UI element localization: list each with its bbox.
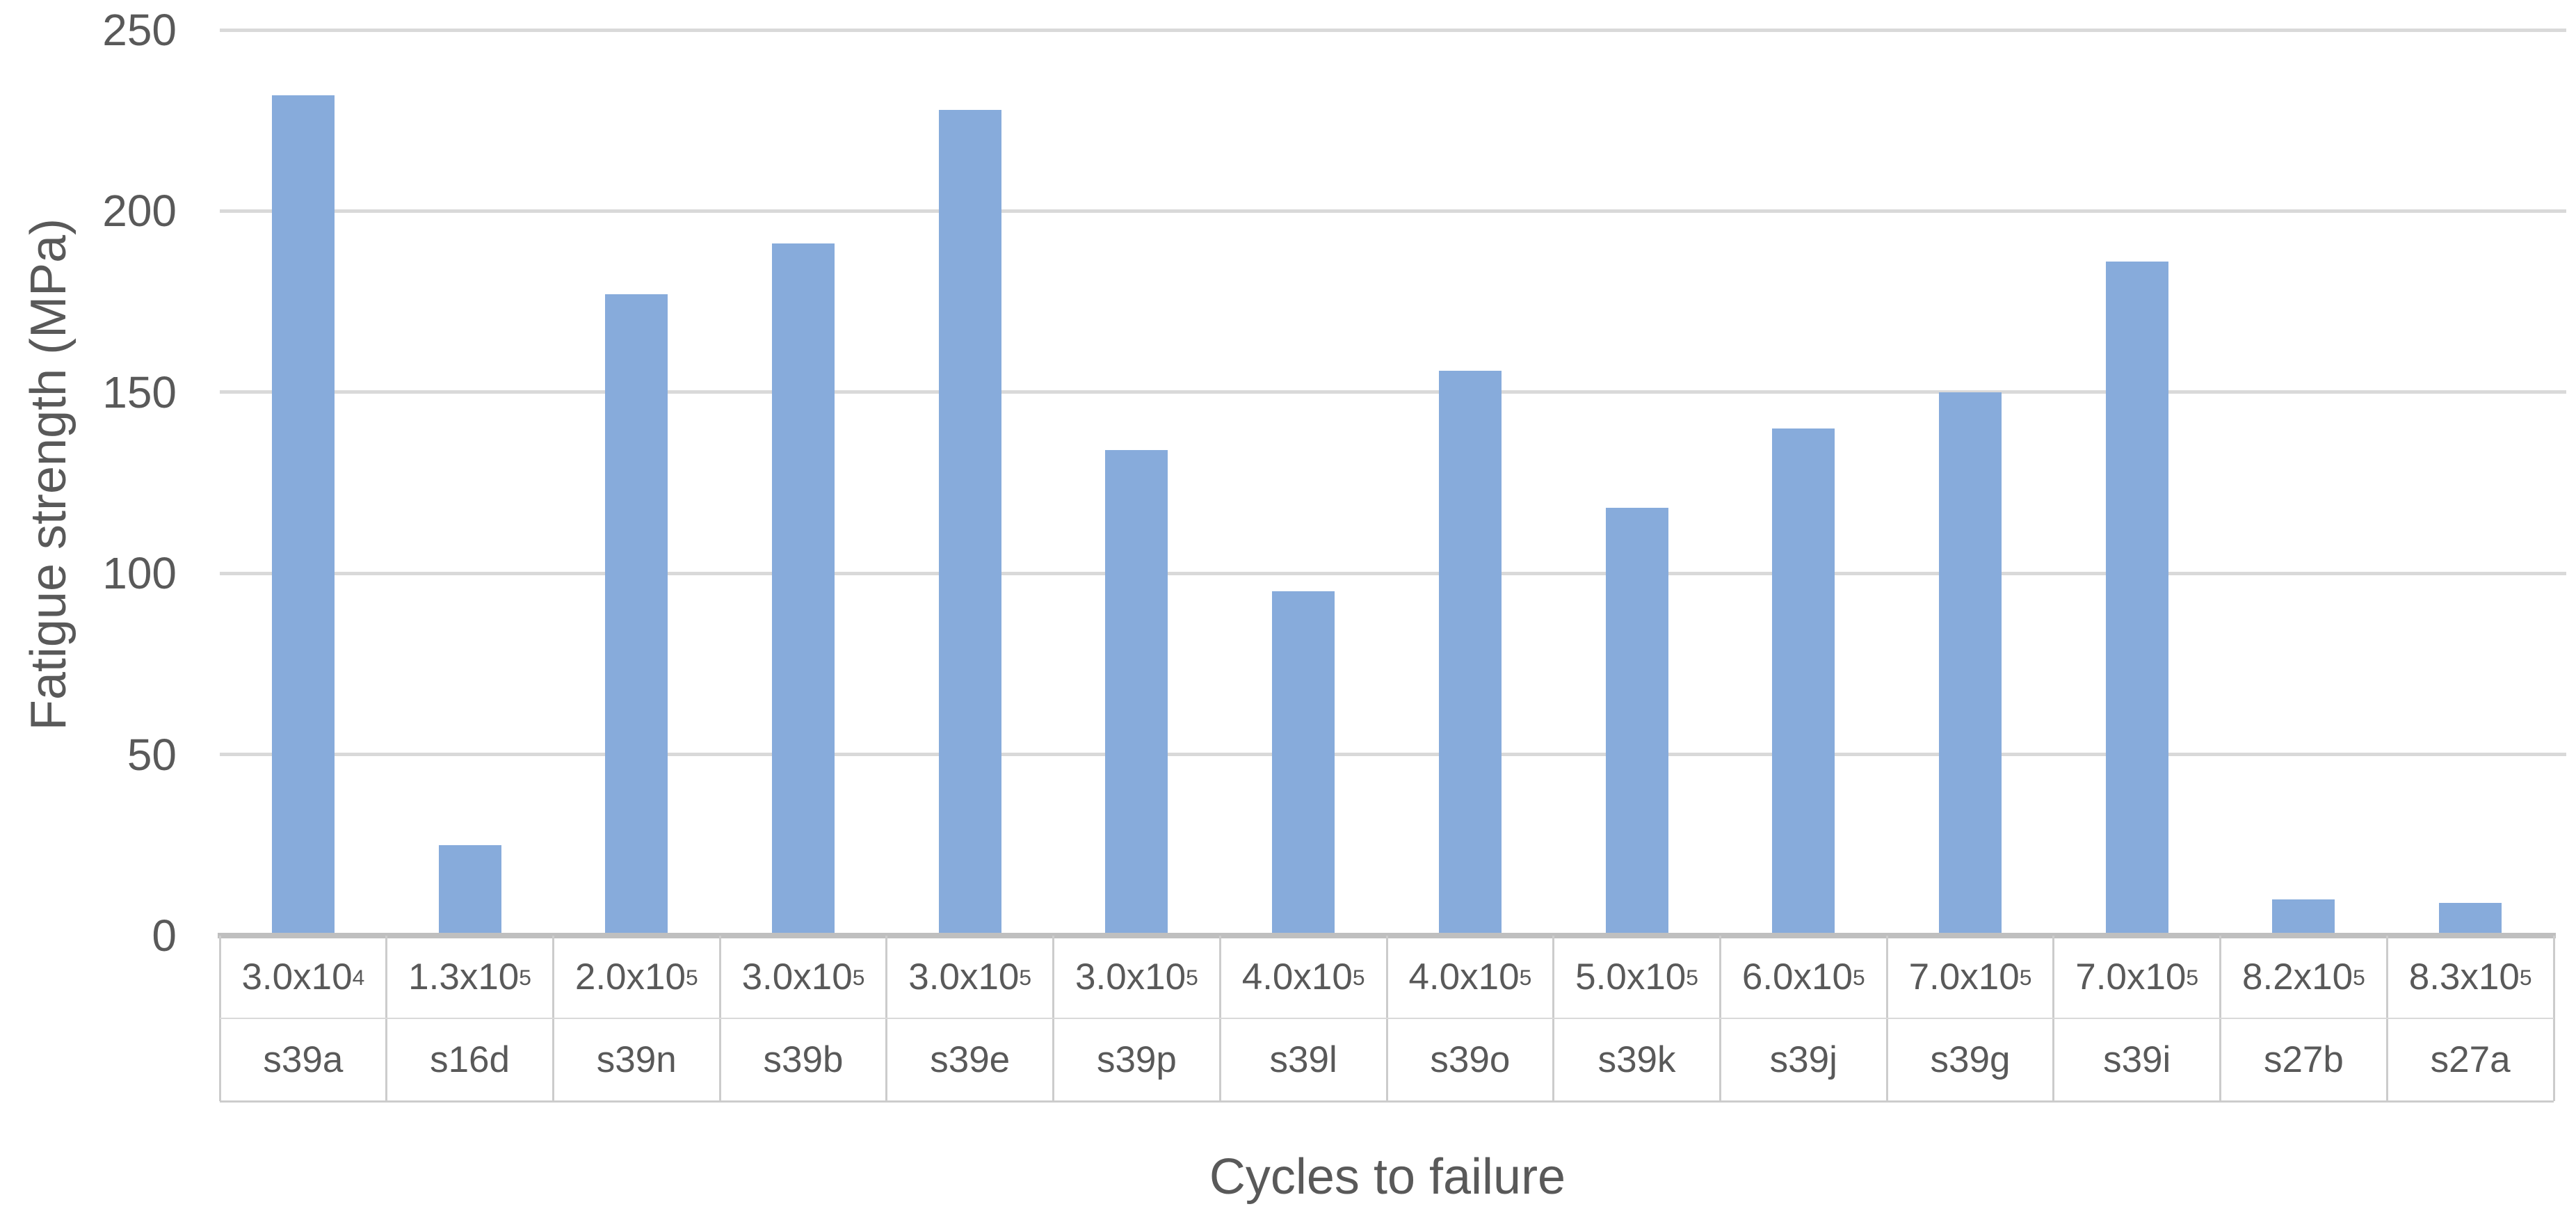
cycles-label: 5.0x10 5 xyxy=(1575,956,1698,997)
cycles-label: 3.0x10 5 xyxy=(741,956,865,997)
bar-s39n xyxy=(605,294,668,936)
cycles-label: 7.0x10 5 xyxy=(1908,956,2032,997)
y-tick-label-250: 250 xyxy=(102,5,177,55)
table-column-border xyxy=(2552,936,2555,1101)
table-row-separator xyxy=(220,1018,2554,1019)
cycles-label: 3.0x10 4 xyxy=(241,956,365,997)
bar-s16d xyxy=(438,844,501,936)
bar-s39g xyxy=(1939,392,2002,936)
y-tick-label-200: 200 xyxy=(102,186,177,237)
cycles-label: 3.0x10 5 xyxy=(908,956,1032,997)
sample-label: s27a xyxy=(2430,1039,2511,1080)
sample-label: s39a xyxy=(263,1039,344,1080)
cycles-label: 7.0x10 5 xyxy=(2075,956,2199,997)
gridline-250 xyxy=(220,28,2566,32)
bar-s39l xyxy=(1272,591,1335,936)
cycles-label: 4.0x10 5 xyxy=(1241,956,1365,997)
sample-label: s39j xyxy=(1769,1039,1837,1080)
cycles-label: 8.3x10 5 xyxy=(2408,956,2532,997)
bar-s27b xyxy=(2272,899,2335,936)
y-tick-label-50: 50 xyxy=(127,729,177,780)
bar-s39i xyxy=(2105,262,2168,936)
cycles-label: 4.0x10 5 xyxy=(1408,956,1532,997)
y-tick-label-100: 100 xyxy=(102,548,177,599)
sample-label: s27b xyxy=(2263,1039,2344,1080)
sample-label: s39p xyxy=(1096,1039,1177,1080)
bar-s27a xyxy=(2439,903,2502,936)
sample-label: s39o xyxy=(1430,1039,1511,1080)
sample-label: s39k xyxy=(1597,1039,1676,1080)
sample-label: s39b xyxy=(763,1039,844,1080)
bar-s39p xyxy=(1105,450,1168,936)
sample-label: s16d xyxy=(430,1039,510,1080)
cycles-label: 6.0x10 5 xyxy=(1741,956,1865,997)
sample-label: s39l xyxy=(1269,1039,1337,1080)
cycles-label: 2.0x10 5 xyxy=(574,956,698,997)
bar-s39o xyxy=(1438,370,1502,936)
cycles-label: 3.0x10 5 xyxy=(1075,956,1198,997)
cycles-label: 1.3x10 5 xyxy=(408,956,531,997)
y-tick-label-0: 0 xyxy=(152,911,177,961)
sample-label: s39g xyxy=(1930,1039,2011,1080)
bar-s39j xyxy=(1772,428,1835,936)
y-axis-title: Fatigue strength (MPa) xyxy=(21,218,77,731)
table-bottom-border xyxy=(220,1100,2554,1103)
bar-s39b xyxy=(772,243,835,936)
x-axis-title: Cycles to failure xyxy=(1209,1149,1566,1205)
cycles-label: 8.2x10 5 xyxy=(2242,956,2365,997)
sample-label: s39e xyxy=(930,1039,1011,1080)
gridline-50 xyxy=(220,753,2566,757)
bar-s39e xyxy=(938,109,1001,936)
gridline-150 xyxy=(220,390,2566,394)
gridline-100 xyxy=(220,571,2566,575)
bar-s39a xyxy=(271,95,335,936)
y-tick-label-150: 150 xyxy=(102,367,177,417)
bar-s39k xyxy=(1605,508,1668,936)
sample-label: s39i xyxy=(2103,1039,2171,1080)
sample-label: s39n xyxy=(596,1039,677,1080)
gridline-200 xyxy=(220,209,2566,213)
